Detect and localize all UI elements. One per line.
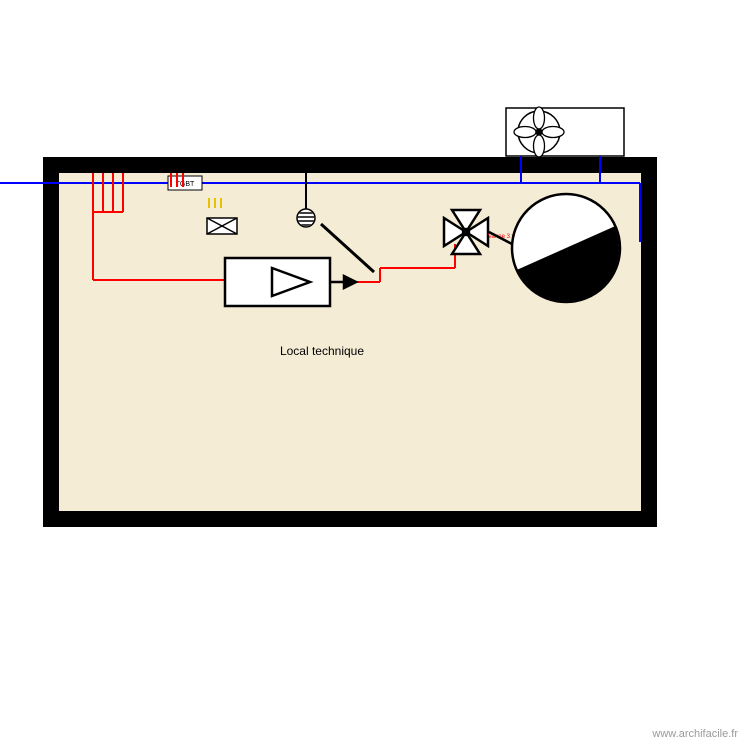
room-label: Local technique [280, 344, 364, 358]
diagram-svg: TGBT [0, 0, 750, 750]
external-unit [506, 107, 624, 157]
watermark: www.archifacile.fr [652, 728, 738, 740]
tgbt: TGBT [168, 176, 202, 190]
canvas: TGBT [0, 0, 750, 750]
crossed-box-icon [207, 218, 237, 234]
tgbt-label: TGBT [176, 181, 195, 188]
